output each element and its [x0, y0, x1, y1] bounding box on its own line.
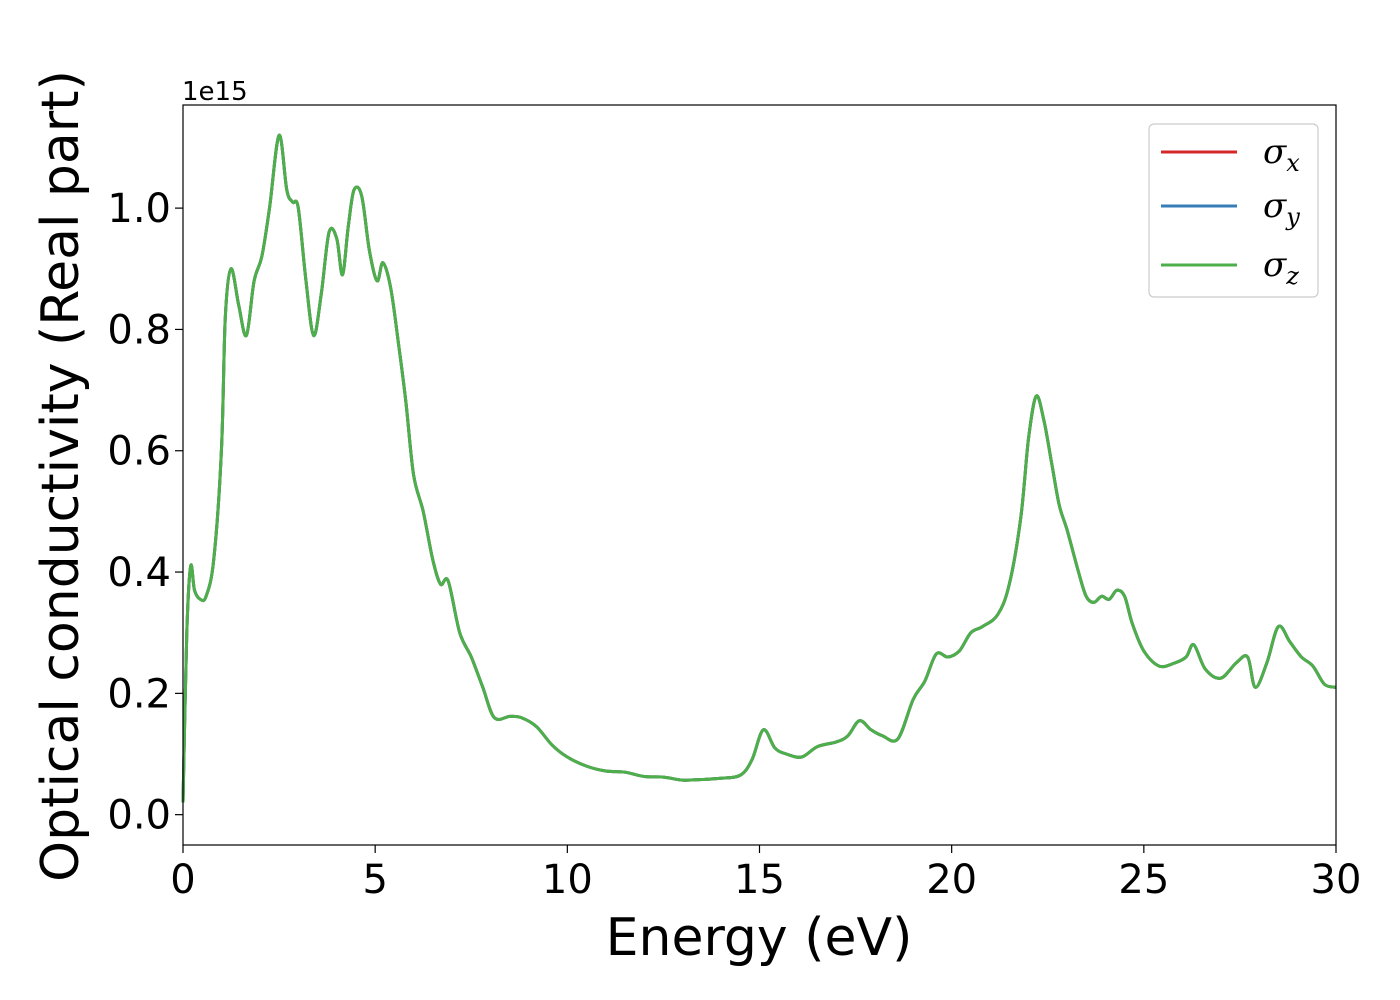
y-axis-title: Optical conductivity (Real part) [31, 70, 91, 882]
x-tick-label: 30 [1311, 857, 1362, 903]
series-layer [181, 133, 1337, 803]
y-tick-label: 1.0 [107, 186, 171, 232]
y-tick-label: 0.4 [107, 550, 171, 596]
series-line-sigma-z [181, 133, 1337, 803]
y-tick-label: 0.0 [107, 793, 171, 839]
y-tick-label: 0.8 [107, 307, 171, 353]
legend-box [1148, 123, 1319, 298]
x-axis-ticks: 0 5 10 15 20 25 30 [170, 845, 1361, 903]
x-tick-label: 20 [926, 857, 977, 903]
x-tick-label: 15 [734, 857, 785, 903]
y-axis-ticks: 0.0 0.2 0.4 0.6 0.8 1.0 [107, 186, 183, 839]
x-tick-label: 10 [542, 857, 593, 903]
y-tick-label: 0.6 [107, 429, 171, 475]
x-tick-label: 5 [362, 857, 387, 903]
x-axis-title: Energy (eV) [606, 908, 913, 968]
plot-area [181, 104, 1337, 846]
y-tick-label: 0.2 [107, 671, 171, 717]
y-axis-offset-text: 1e15 [182, 77, 248, 107]
x-tick-label: 25 [1118, 857, 1169, 903]
x-tick-label: 0 [170, 857, 195, 903]
